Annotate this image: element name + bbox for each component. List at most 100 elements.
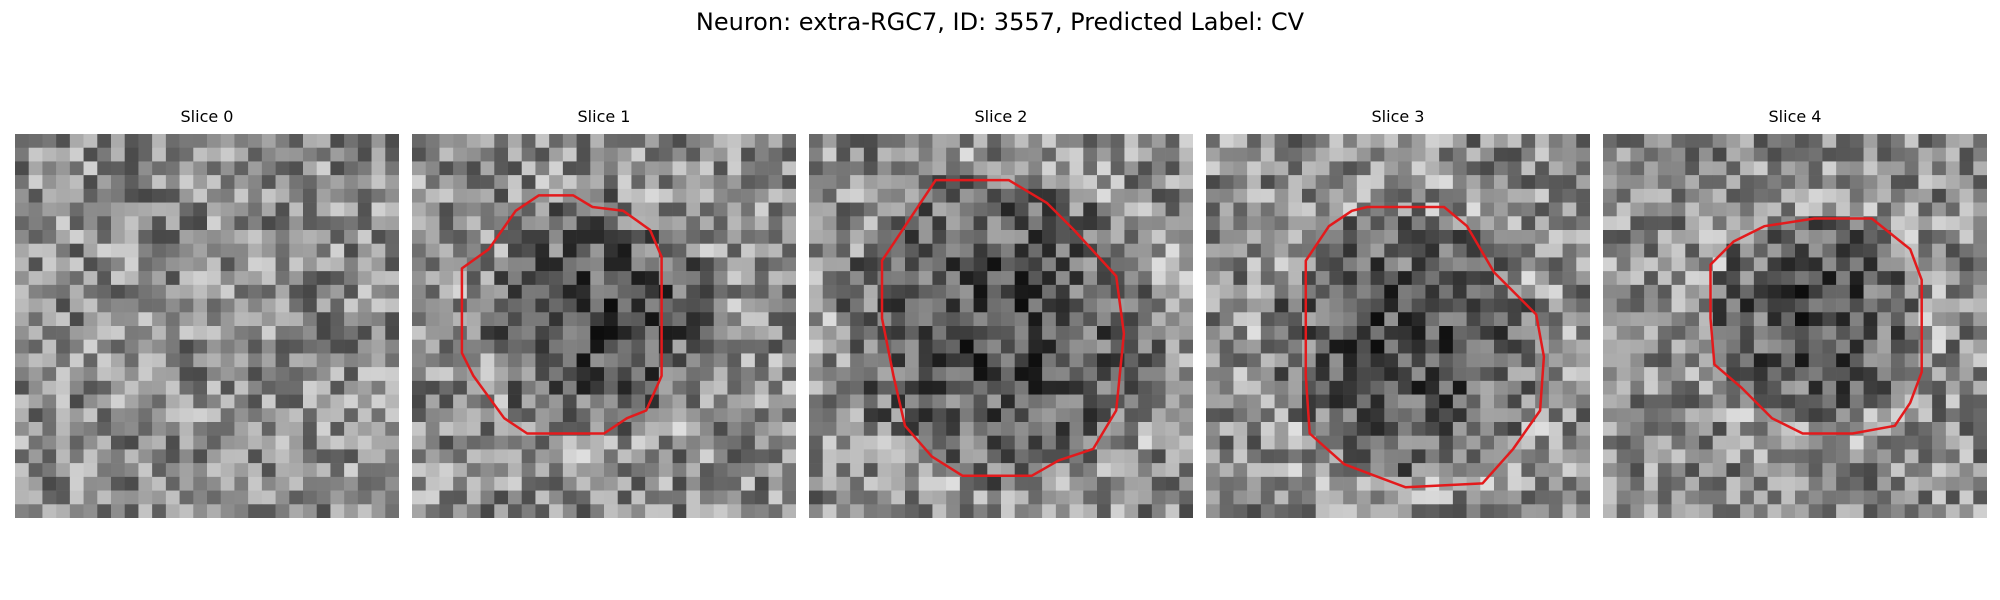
pixel xyxy=(97,147,112,162)
pixel xyxy=(1083,422,1098,437)
pixel xyxy=(1398,435,1413,450)
pixel xyxy=(1945,161,1960,176)
pixel xyxy=(1179,147,1193,162)
pixel xyxy=(439,326,454,341)
pixel xyxy=(248,188,263,203)
pixel xyxy=(1576,326,1590,341)
pixel xyxy=(549,504,564,518)
pixel xyxy=(1329,243,1344,258)
pixel xyxy=(604,394,619,409)
pixel xyxy=(700,312,715,327)
pixel xyxy=(179,298,194,313)
pixel xyxy=(248,216,263,231)
pixel xyxy=(1822,367,1837,382)
pixel xyxy=(562,216,577,231)
pixel xyxy=(1288,490,1303,505)
pixel xyxy=(1466,490,1481,505)
pixel xyxy=(918,175,933,190)
pixel xyxy=(754,435,769,450)
pixel xyxy=(1521,147,1536,162)
pixel xyxy=(1685,216,1700,231)
pixel xyxy=(207,367,222,382)
pixel xyxy=(316,230,331,245)
pixel xyxy=(371,243,386,258)
pixel xyxy=(1274,490,1289,505)
pixel xyxy=(207,243,222,258)
pixel xyxy=(1384,312,1399,327)
pixel xyxy=(1343,490,1358,505)
pixel xyxy=(261,298,276,313)
pixel xyxy=(1083,380,1098,395)
pixel xyxy=(15,353,30,368)
pixel xyxy=(836,449,851,464)
pixel xyxy=(1959,216,1974,231)
pixel xyxy=(1124,394,1139,409)
pixel xyxy=(1494,134,1509,149)
pixel xyxy=(1247,408,1262,423)
pixel xyxy=(1877,422,1892,437)
pixel xyxy=(111,367,126,382)
pixel xyxy=(165,243,180,258)
pixel xyxy=(1836,463,1851,478)
pixel xyxy=(1630,408,1645,423)
pixel xyxy=(604,134,619,149)
pixel xyxy=(165,298,180,313)
pixel xyxy=(248,353,263,368)
pixel xyxy=(344,408,359,423)
pixel xyxy=(1548,380,1563,395)
pixel xyxy=(713,367,728,382)
pixel xyxy=(56,408,71,423)
pixel xyxy=(1726,394,1741,409)
pixel xyxy=(1206,476,1221,491)
pixel xyxy=(754,188,769,203)
pixel xyxy=(56,326,71,341)
pixel xyxy=(1671,422,1686,437)
pixel xyxy=(28,161,43,176)
pixel xyxy=(768,298,783,313)
pixel xyxy=(1767,147,1782,162)
pixel xyxy=(97,367,112,382)
pixel xyxy=(645,449,660,464)
pixel xyxy=(1343,216,1358,231)
pixel xyxy=(1411,463,1426,478)
pixel xyxy=(1439,367,1454,382)
pixel xyxy=(1452,257,1467,272)
pixel xyxy=(289,408,304,423)
pixel xyxy=(83,339,98,354)
pixel xyxy=(42,257,57,272)
pixel xyxy=(521,271,536,286)
pixel xyxy=(1603,367,1618,382)
pixel xyxy=(124,161,139,176)
pixel xyxy=(1110,202,1125,217)
pixel xyxy=(1521,394,1536,409)
pixel xyxy=(987,490,1002,505)
pixel xyxy=(1110,298,1125,313)
pixel xyxy=(1494,230,1509,245)
pixel xyxy=(1425,188,1440,203)
pixel xyxy=(645,504,660,518)
pixel xyxy=(604,271,619,286)
pixel xyxy=(932,147,947,162)
pixel xyxy=(165,271,180,286)
pixel xyxy=(754,175,769,190)
pixel xyxy=(1630,380,1645,395)
pixel xyxy=(1110,326,1125,341)
pixel xyxy=(1918,202,1933,217)
pixel xyxy=(782,449,796,464)
pixel xyxy=(412,394,427,409)
pixel xyxy=(1904,367,1919,382)
pixel xyxy=(371,216,386,231)
pixel xyxy=(1548,257,1563,272)
pixel xyxy=(1315,408,1330,423)
pixel xyxy=(535,435,550,450)
pixel xyxy=(822,202,837,217)
pixel xyxy=(1370,435,1385,450)
pixel xyxy=(946,504,961,518)
pixel xyxy=(1808,175,1823,190)
pixel xyxy=(1315,490,1330,505)
pixel xyxy=(535,147,550,162)
pixel xyxy=(111,202,126,217)
pixel xyxy=(1302,326,1317,341)
pixel xyxy=(1206,147,1221,162)
pixel xyxy=(1260,312,1275,327)
